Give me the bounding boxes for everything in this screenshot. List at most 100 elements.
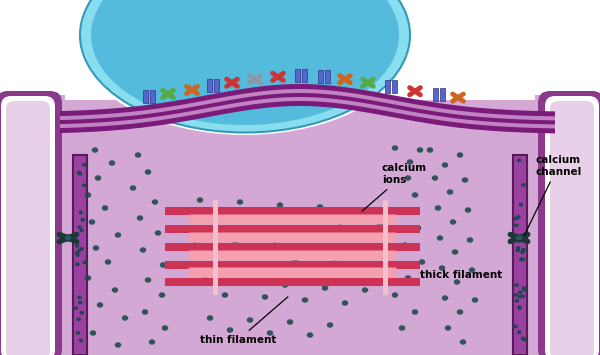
Ellipse shape [162, 325, 168, 331]
Ellipse shape [292, 257, 298, 263]
Ellipse shape [75, 251, 79, 255]
Text: thick filament: thick filament [420, 270, 502, 280]
Ellipse shape [337, 219, 343, 225]
Ellipse shape [392, 145, 398, 151]
Ellipse shape [302, 297, 308, 303]
Ellipse shape [514, 237, 519, 241]
Ellipse shape [145, 169, 151, 175]
Ellipse shape [514, 283, 519, 287]
Ellipse shape [521, 248, 526, 252]
Ellipse shape [342, 300, 348, 306]
Ellipse shape [518, 203, 523, 207]
Ellipse shape [407, 159, 413, 165]
Ellipse shape [521, 257, 525, 261]
Ellipse shape [115, 342, 121, 348]
Ellipse shape [192, 237, 198, 243]
Ellipse shape [80, 311, 84, 315]
Ellipse shape [445, 325, 451, 331]
Ellipse shape [140, 247, 146, 253]
Ellipse shape [515, 235, 523, 241]
Ellipse shape [242, 279, 248, 285]
Ellipse shape [130, 185, 136, 191]
Ellipse shape [77, 296, 82, 299]
Ellipse shape [372, 262, 378, 268]
FancyBboxPatch shape [188, 251, 397, 261]
Bar [0, 95, 65, 355]
Ellipse shape [457, 309, 463, 315]
Ellipse shape [207, 315, 213, 321]
Ellipse shape [516, 246, 520, 250]
Ellipse shape [79, 211, 83, 214]
Ellipse shape [514, 293, 518, 297]
Ellipse shape [77, 225, 82, 229]
Ellipse shape [523, 288, 527, 292]
Ellipse shape [392, 292, 398, 298]
Ellipse shape [517, 239, 521, 243]
Ellipse shape [80, 218, 85, 222]
Ellipse shape [469, 267, 475, 273]
Ellipse shape [89, 219, 95, 225]
Bar [74, 156, 86, 354]
Ellipse shape [85, 275, 91, 281]
Ellipse shape [513, 324, 518, 328]
Ellipse shape [82, 184, 86, 187]
Ellipse shape [439, 265, 445, 271]
Ellipse shape [142, 309, 148, 315]
Bar [60, 100, 550, 355]
Ellipse shape [197, 197, 203, 203]
Ellipse shape [517, 295, 522, 299]
Ellipse shape [79, 247, 84, 251]
Ellipse shape [515, 248, 520, 252]
Ellipse shape [93, 245, 99, 251]
Ellipse shape [82, 163, 86, 166]
Bar [295, 69, 300, 82]
Bar [207, 79, 212, 92]
Ellipse shape [521, 294, 525, 298]
Bar [214, 79, 219, 92]
Ellipse shape [102, 205, 108, 211]
Ellipse shape [222, 292, 228, 298]
Ellipse shape [412, 192, 418, 198]
Ellipse shape [91, 0, 399, 125]
Ellipse shape [257, 215, 263, 221]
Ellipse shape [460, 339, 466, 345]
Ellipse shape [452, 249, 458, 255]
Ellipse shape [519, 257, 524, 261]
Ellipse shape [307, 332, 313, 338]
Ellipse shape [518, 290, 523, 294]
Ellipse shape [442, 295, 448, 301]
Bar [165, 243, 420, 251]
Ellipse shape [317, 204, 323, 210]
Ellipse shape [467, 237, 473, 243]
Ellipse shape [521, 286, 526, 290]
Ellipse shape [427, 147, 433, 153]
Ellipse shape [312, 245, 318, 251]
Ellipse shape [75, 0, 415, 135]
Bar [302, 69, 307, 82]
Ellipse shape [247, 317, 253, 323]
Ellipse shape [517, 305, 522, 309]
Ellipse shape [112, 287, 118, 293]
Ellipse shape [85, 192, 91, 198]
Ellipse shape [517, 158, 521, 162]
Bar [165, 261, 420, 269]
Ellipse shape [362, 287, 368, 293]
Ellipse shape [417, 147, 423, 153]
Ellipse shape [92, 147, 98, 153]
Bar [143, 90, 148, 103]
Text: calcium
channel: calcium channel [524, 155, 581, 235]
Ellipse shape [450, 219, 456, 225]
Ellipse shape [415, 225, 421, 231]
Ellipse shape [287, 319, 293, 325]
Ellipse shape [523, 338, 527, 342]
Ellipse shape [419, 259, 425, 265]
Ellipse shape [465, 207, 471, 213]
Ellipse shape [232, 239, 238, 245]
FancyBboxPatch shape [545, 96, 599, 355]
Ellipse shape [352, 247, 358, 253]
Ellipse shape [399, 325, 405, 331]
Polygon shape [60, 97, 555, 129]
Ellipse shape [322, 285, 328, 291]
Ellipse shape [160, 262, 166, 268]
Ellipse shape [435, 205, 441, 211]
